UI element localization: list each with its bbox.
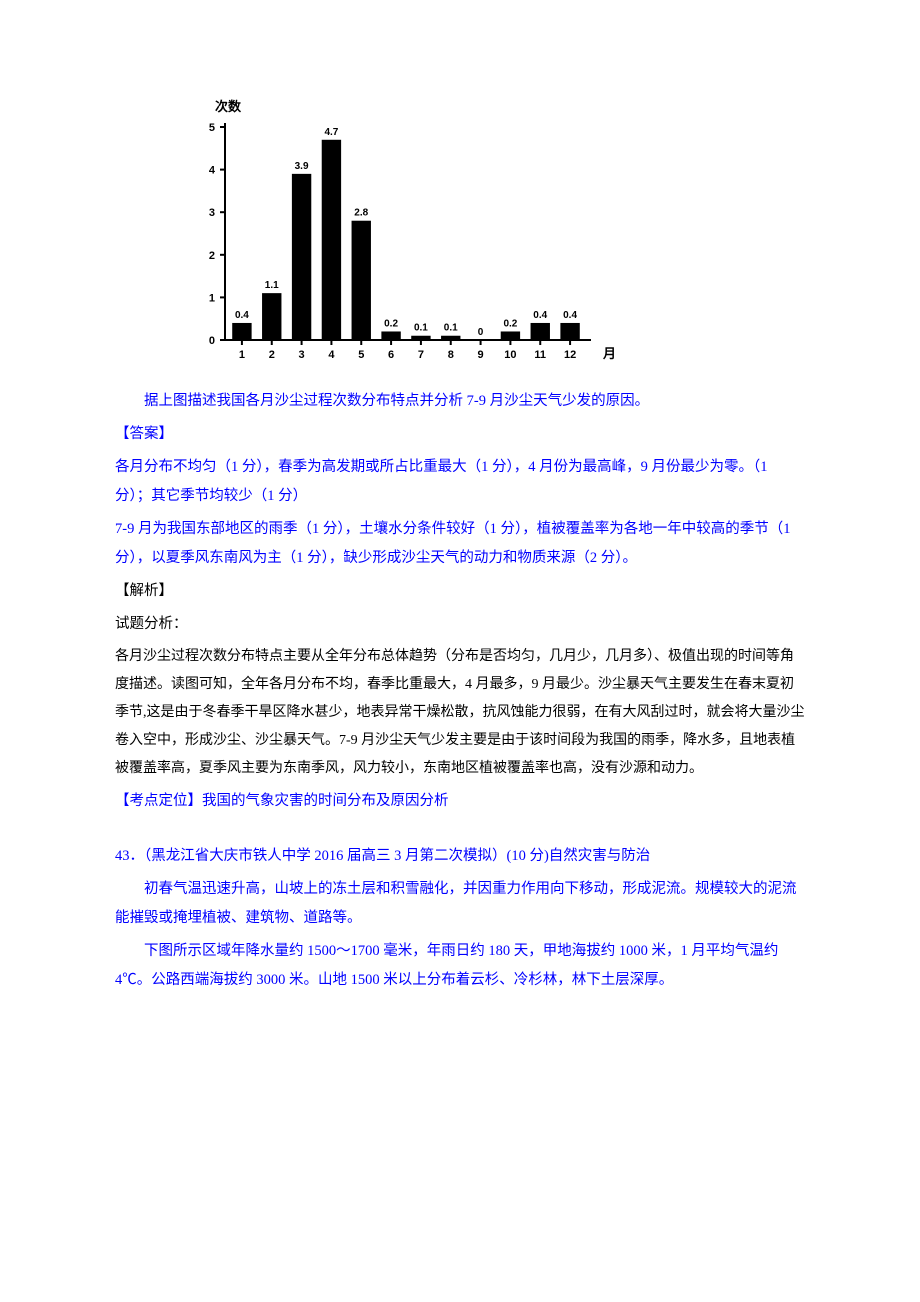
svg-text:0: 0 — [209, 335, 215, 347]
question-43-para-2: 下图所示区域年降水量约 1500～1700 毫米，年雨日约 180 天，甲地海拔… — [115, 937, 805, 995]
svg-text:0: 0 — [478, 327, 484, 338]
dust-events-chart: 次数01234510.421.133.944.752.860.270.180.1… — [185, 95, 615, 375]
svg-text:2.8: 2.8 — [354, 208, 368, 219]
svg-text:0.2: 0.2 — [384, 318, 398, 329]
answer-line-2: 7-9 月为我国东部地区的雨季（1 分），土壤水分条件较好（1 分），植被覆盖率… — [115, 515, 805, 573]
svg-text:11: 11 — [534, 349, 546, 361]
analysis-label: 【解析】 — [115, 577, 805, 606]
answer-label: 【答案】 — [115, 420, 805, 449]
svg-text:4: 4 — [209, 165, 216, 177]
svg-text:0.4: 0.4 — [563, 310, 577, 321]
svg-text:6: 6 — [388, 349, 394, 361]
topic-position: 【考点定位】我国的气象灾害的时间分布及原因分析 — [115, 787, 805, 816]
question-43-para-1: 初春气温迅速升高，山坡上的冻土层和积雪融化，并因重力作用向下移动，形成泥流。规模… — [115, 875, 805, 933]
svg-text:2: 2 — [269, 349, 275, 361]
svg-text:0.4: 0.4 — [235, 310, 249, 321]
svg-text:3: 3 — [209, 207, 215, 219]
svg-text:12: 12 — [564, 349, 576, 361]
svg-text:7: 7 — [418, 349, 424, 361]
bar-chart-svg: 次数01234510.421.133.944.752.860.270.180.1… — [185, 95, 615, 375]
svg-text:8: 8 — [448, 349, 454, 361]
svg-text:1.1: 1.1 — [265, 280, 279, 291]
svg-text:3: 3 — [299, 349, 305, 361]
svg-text:10: 10 — [504, 349, 516, 361]
question-prompt: 据上图描述我国各月沙尘过程次数分布特点并分析 7-9 月沙尘天气少发的原因。 — [115, 387, 805, 416]
q43-p1-text: 初春气温迅速升高，山坡上的冻土层和积雪融化，并因重力作用向下移动，形成泥流。规模… — [115, 881, 797, 926]
svg-text:3.9: 3.9 — [295, 161, 309, 172]
analysis-sublabel: 试题分析： — [115, 610, 805, 639]
svg-text:2: 2 — [209, 250, 215, 262]
svg-text:1: 1 — [239, 349, 245, 361]
svg-text:9: 9 — [478, 349, 484, 361]
svg-text:0.2: 0.2 — [503, 318, 517, 329]
svg-text:0.1: 0.1 — [444, 323, 458, 334]
svg-text:4: 4 — [328, 349, 335, 361]
svg-text:次数: 次数 — [215, 99, 242, 114]
svg-text:月: 月 — [602, 346, 615, 361]
svg-text:0.1: 0.1 — [414, 323, 428, 334]
svg-text:5: 5 — [358, 349, 364, 361]
answer-line-1: 各月分布不均匀（1 分），春季为高发期或所占比重最大（1 分），4 月份为最高峰… — [115, 453, 805, 511]
svg-text:4.7: 4.7 — [324, 127, 338, 138]
svg-text:1: 1 — [209, 292, 215, 304]
analysis-text: 各月沙尘过程次数分布特点主要从全年分布总体趋势（分布是否均匀，几月少，几月多）、… — [115, 643, 805, 783]
svg-text:5: 5 — [209, 122, 215, 134]
svg-text:0.4: 0.4 — [533, 310, 547, 321]
question-43-header: 43．（黑龙江省大庆市铁人中学 2016 届高三 3 月第二次模拟）(10 分)… — [115, 842, 805, 871]
